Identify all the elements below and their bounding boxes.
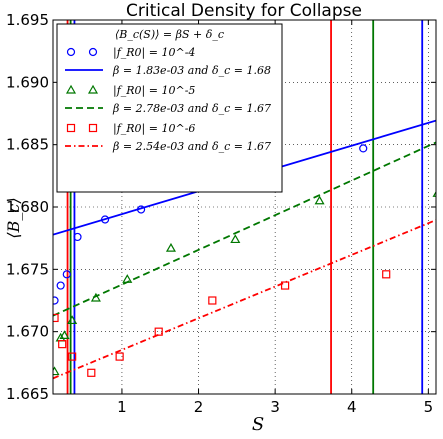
tick-labels: 1 2 3 4 5 1.665 1.670 1.675 1.680 1.685 1.690 1.695 — [6, 11, 433, 416]
y-tick-label: 1.695 — [6, 11, 49, 29]
x-axis-label: S — [252, 414, 264, 435]
x-tick-label: 2 — [194, 398, 204, 416]
point-series-3 — [208, 296, 217, 305]
point-series-1 — [136, 205, 146, 214]
point-series-2 — [122, 274, 133, 283]
tick-marks — [53, 19, 436, 395]
x-tick-label: 5 — [424, 398, 434, 416]
legend: ⟨B_c(S)⟩ = βS + δ_c |f_R0| = 10^-4 β = 1.8… — [56, 23, 283, 193]
point-series-1 — [73, 232, 82, 242]
point-series-1 — [53, 296, 59, 305]
y-tick-label: 1.665 — [6, 385, 49, 403]
y-tick-label: 1.685 — [6, 136, 49, 154]
point-series-1 — [62, 270, 71, 279]
y-tick-label: 1.670 — [6, 323, 49, 341]
point-series-1 — [56, 281, 65, 290]
point-series-3 — [280, 281, 290, 290]
legend-marker-2 — [87, 84, 99, 94]
x-tick-label: 1 — [117, 398, 127, 416]
point-series-3 — [382, 270, 391, 279]
point-series-1 — [100, 215, 110, 224]
legend-marker-1 — [66, 47, 76, 57]
y-tick-label: 1.680 — [6, 198, 49, 216]
fit-line-3 — [53, 219, 436, 380]
y-tick-label: 1.675 — [6, 260, 49, 278]
point-series-3 — [87, 368, 96, 377]
legend-marker-3 — [66, 123, 76, 133]
fit-line-2 — [53, 141, 436, 317]
x-tick-label: 4 — [347, 398, 357, 416]
point-series-3 — [53, 313, 59, 323]
y-axis-label: ⟨B_c⟩ — [4, 197, 23, 238]
point-series-2 — [230, 234, 241, 244]
point-series-3 — [154, 327, 163, 336]
legend-fit-label-1: β = 1.83e-03 and δ_c = 1.68 — [112, 64, 271, 77]
legend-series-name-1: |f_R0| = 10^-4 — [113, 46, 195, 60]
point-series-2 — [67, 315, 78, 325]
legend-series-name-2: |f_R0| = 10^-5 — [113, 84, 195, 98]
legend-title: ⟨B_c(S)⟩ = βS + δ_c — [115, 28, 224, 41]
point-series-1 — [359, 144, 368, 153]
legend-marker-3 — [88, 123, 98, 133]
x-tick-label: 3 — [270, 398, 280, 416]
legend-marker-1 — [88, 47, 98, 57]
legend-fit-label-3: β = 2.54e-03 and δ_c = 1.67 — [112, 140, 271, 153]
point-series-3 — [58, 340, 67, 349]
legend-box — [56, 23, 283, 193]
point-series-3 — [115, 352, 124, 361]
point-series-2 — [432, 190, 436, 197]
point-series-3 — [68, 352, 77, 361]
point-series-2 — [314, 195, 325, 205]
point-series-2 — [59, 330, 70, 340]
point-series-2 — [53, 366, 60, 376]
y-tick-label: 1.690 — [6, 73, 49, 91]
legend-marker-2 — [65, 84, 77, 94]
legend-series-name-3: |f_R0| = 10^-6 — [113, 122, 195, 136]
chart-title: Critical Density for Collapse — [126, 1, 362, 21]
point-series-2 — [90, 292, 101, 302]
legend-fit-label-2: β = 2.78e-03 and δ_c = 1.67 — [112, 102, 271, 115]
point-series-2 — [165, 242, 176, 252]
